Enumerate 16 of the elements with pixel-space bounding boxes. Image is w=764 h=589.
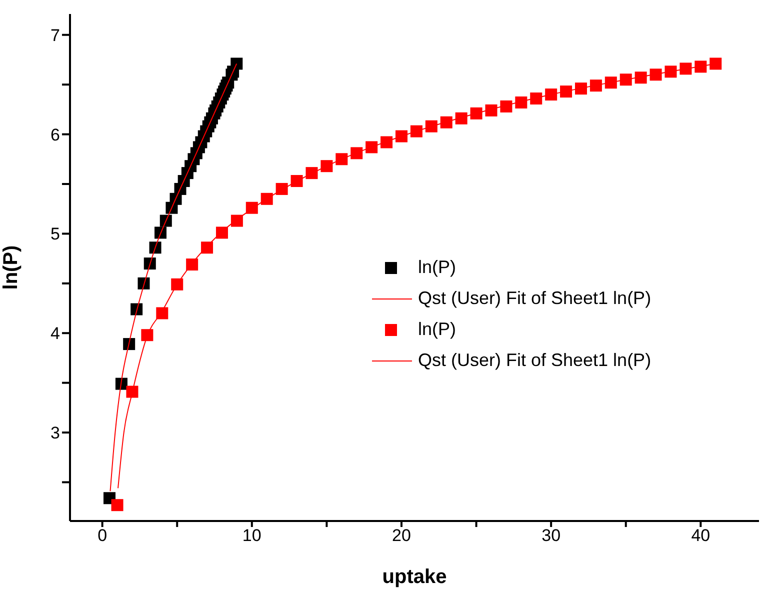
y-axis-title: ln(P) [0,245,22,290]
x-tick-label: 10 [242,526,262,546]
y-tick-label: 4 [50,324,60,344]
legend-label: ln(P) [418,257,456,278]
y-tick-label: 5 [50,224,60,244]
legend-label: Qst (User) Fit of Sheet1 ln(P) [418,350,652,371]
x-tick-label: 40 [691,526,710,546]
legend-label: Qst (User) Fit of Sheet1 ln(P) [418,288,652,309]
legend-label: ln(P) [418,319,456,340]
x-tick-label: 20 [392,526,411,546]
x-tick-label: 30 [542,526,561,546]
x-tick-label: 0 [98,526,108,546]
y-tick-label: 3 [50,424,60,443]
x-axis-title: uptake [382,566,447,588]
y-tick-label: 7 [50,26,60,45]
y-tick-label: 6 [50,125,60,144]
